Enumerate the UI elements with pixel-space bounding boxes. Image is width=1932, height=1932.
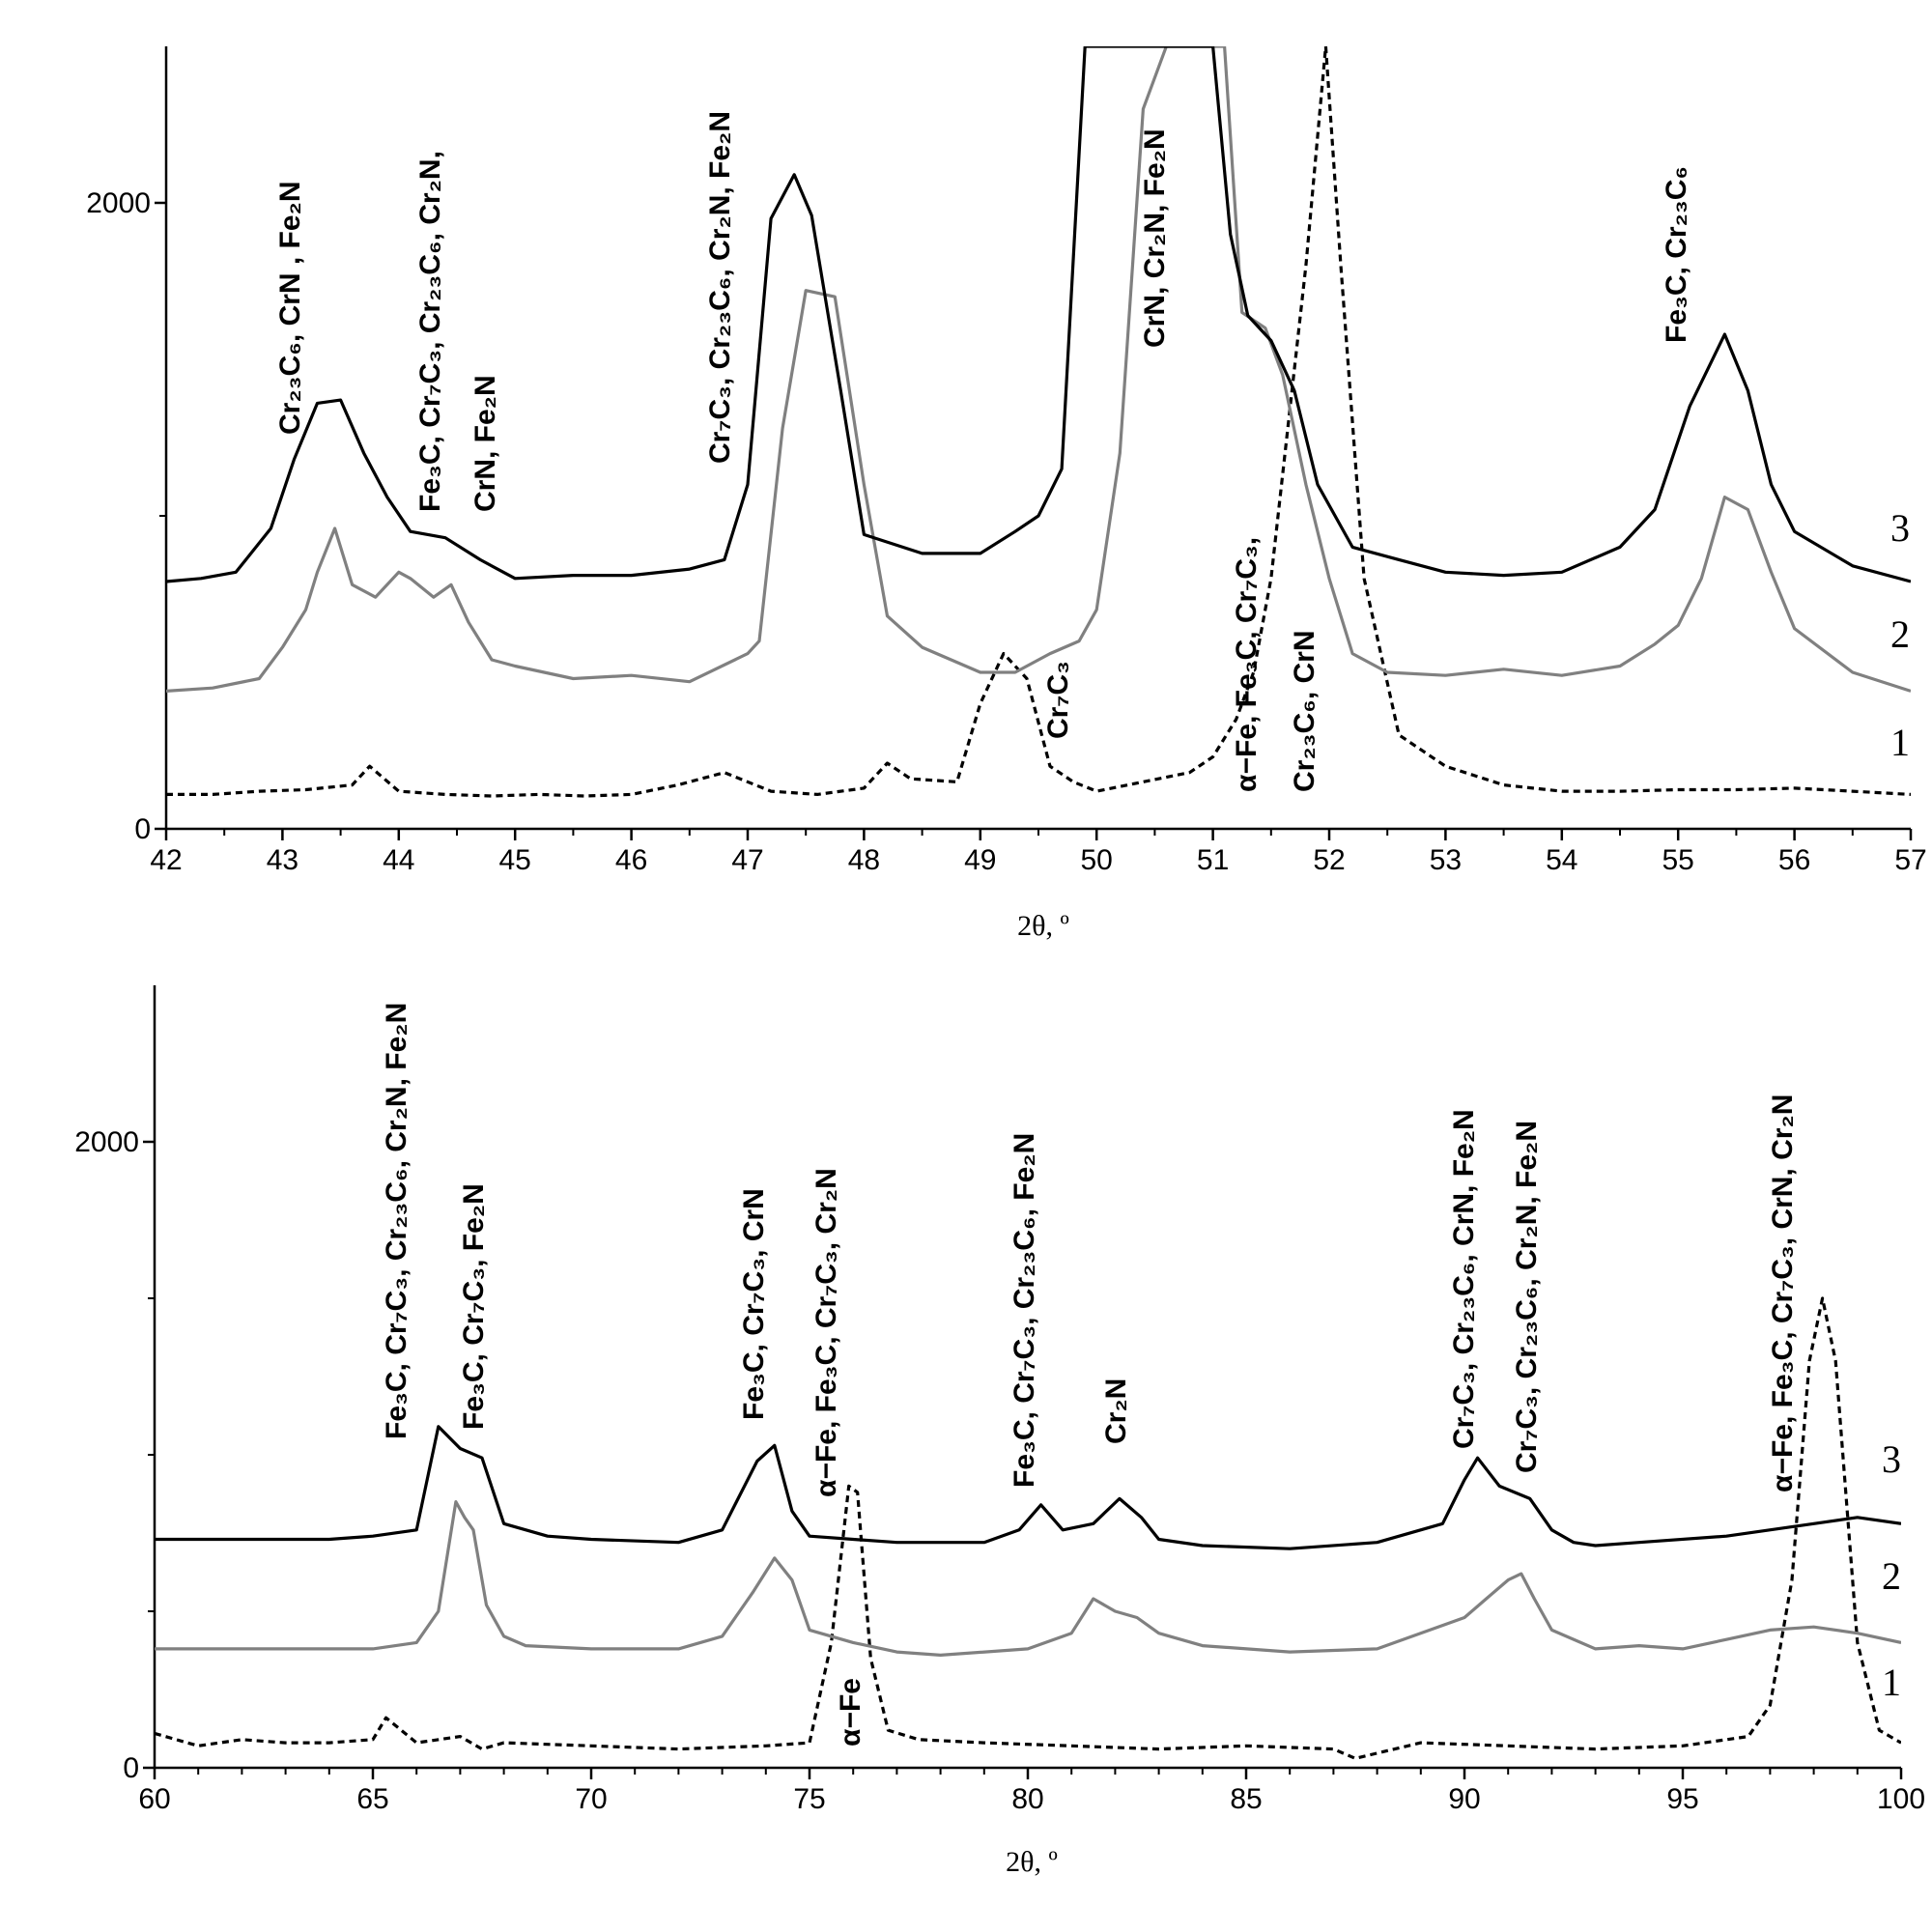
peak-label: α−Fe, Fe₃C, Cr₇C₃, CrN, Cr₂N xyxy=(1767,1094,1799,1492)
peak-label: Cr₂₃C₆, CrN , Fe₂N xyxy=(274,181,306,435)
x-axis-title: 2θ, º xyxy=(1017,910,1069,942)
curve-number-3: 3 xyxy=(1882,1437,1901,1481)
x-tick-label: 50 xyxy=(1081,844,1113,876)
peak-label: α−Fe, Fe₃C, Cr₇C₃, Cr₂N xyxy=(810,1168,842,1497)
series-line-1 xyxy=(155,1296,1901,1760)
y-tick-label: 0 xyxy=(123,1752,139,1784)
peak-label: Cr₂₃C₆, CrN xyxy=(1289,630,1321,792)
x-tick-label: 80 xyxy=(1011,1783,1043,1815)
y-tick-label: 2000 xyxy=(86,187,151,219)
x-tick-label: 46 xyxy=(615,844,647,876)
x-tick-label: 44 xyxy=(383,844,414,876)
series-line-1 xyxy=(166,46,1911,798)
peak-label: α−Fe, Fe₃C, Cr₇C₃, xyxy=(1231,537,1263,792)
x-tick-label: 42 xyxy=(150,844,182,876)
x-tick-label: 95 xyxy=(1666,1783,1698,1815)
curve-number-1: 1 xyxy=(1890,721,1910,764)
curve-number-3: 3 xyxy=(1890,506,1910,550)
curve-number-2: 2 xyxy=(1882,1554,1901,1598)
x-tick-label: 55 xyxy=(1662,844,1694,876)
peak-label: Fe₃C, Cr₂₃C₆ xyxy=(1661,166,1692,343)
peak-label: Cr₂N xyxy=(1100,1378,1132,1444)
x-tick-label: 51 xyxy=(1197,844,1229,876)
bottom-panel: 60 65 70 75 80 85 90 95 100 0 2000 2θ, º 1 2 3 Fe₃C, Cr… xyxy=(74,985,1925,1878)
x-tick-label: 90 xyxy=(1448,1783,1480,1815)
x-tick-label: 45 xyxy=(499,844,531,876)
x-tick-label: 52 xyxy=(1313,844,1345,876)
series-line-3 xyxy=(166,46,1911,583)
x-tick-label: 65 xyxy=(356,1783,388,1815)
series-line-2 xyxy=(166,46,1911,693)
y-tick-label: 0 xyxy=(134,813,151,845)
x-tick-label: 56 xyxy=(1778,844,1810,876)
x-tick-label: 53 xyxy=(1430,844,1462,876)
x-tick-label: 47 xyxy=(731,844,763,876)
x-tick-label: 70 xyxy=(575,1783,607,1815)
curve-number-1: 1 xyxy=(1882,1661,1901,1704)
peak-label: Fe₃C, Cr₇C₃, Fe₂N xyxy=(458,1183,490,1430)
top-panel: 42 43 44 45 46 47 48 49 50 51 52 53 54 55 56 57 0 2000 2θ,… xyxy=(86,46,1927,942)
peak-label: CrN, Fe₂N xyxy=(469,375,501,512)
series-line-3 xyxy=(155,1425,1901,1550)
x-tick-label: 54 xyxy=(1546,844,1577,876)
x-tick-label: 57 xyxy=(1894,844,1926,876)
x-tick-label: 75 xyxy=(793,1783,825,1815)
x-tick-label: 60 xyxy=(138,1783,170,1815)
peak-label: Fe₃C, Cr₇C₃, CrN xyxy=(738,1188,770,1420)
peak-label: Fe₃C, Cr₇C₃, Cr₂₃C₆, Cr₂N, Fe₂N xyxy=(381,1003,412,1439)
y-tick-label: 2000 xyxy=(74,1126,139,1158)
series-line-2 xyxy=(155,1500,1901,1657)
peak-label: Cr₇C₃ xyxy=(1042,661,1074,739)
peak-label: Cr₇C₃, Cr₂₃C₆, Cr₂N, Fe₂N xyxy=(704,111,736,464)
peak-label: Fe₃C, Cr₇C₃, Cr₂₃C₆, Fe₂N xyxy=(1009,1133,1040,1488)
peak-label: α−Fe xyxy=(835,1678,867,1747)
peak-label: Cr₇C₃, Cr₂₃C₆, Cr₂N, Fe₂N xyxy=(1511,1121,1543,1473)
x-axis-title: 2θ, º xyxy=(1006,1846,1058,1878)
x-tick-label: 48 xyxy=(848,844,880,876)
x-tick-label: 49 xyxy=(964,844,996,876)
x-tick-label: 85 xyxy=(1230,1783,1262,1815)
curve-number-2: 2 xyxy=(1890,612,1910,656)
peak-label: Fe₃C, Cr₇C₃, Cr₂₃C₆, Cr₂N, xyxy=(414,151,446,512)
peak-label: CrN, Cr₂N, Fe₂N xyxy=(1139,128,1171,348)
peak-label: Cr₇C₃, Cr₂₃C₆, CrN, Fe₂N xyxy=(1448,1109,1480,1449)
x-tick-label: 100 xyxy=(1877,1783,1925,1815)
x-tick-label: 43 xyxy=(267,844,298,876)
